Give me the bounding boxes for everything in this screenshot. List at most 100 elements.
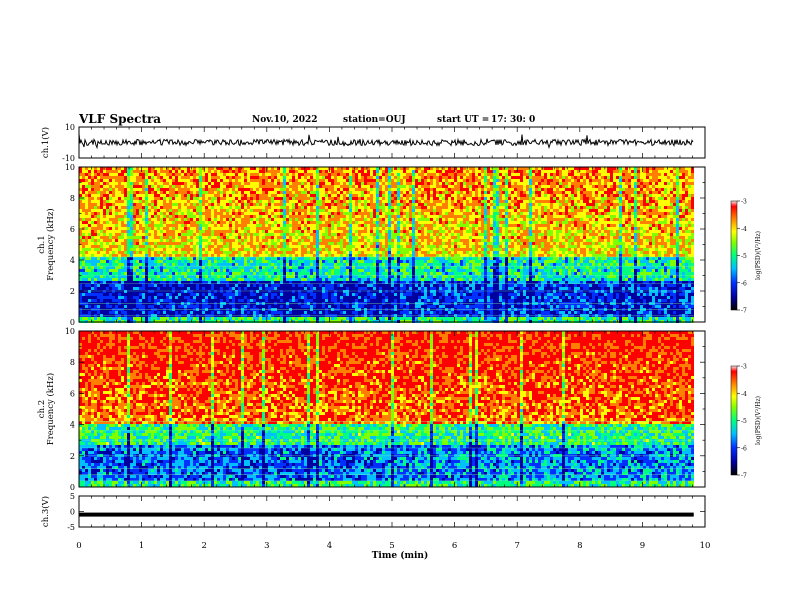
spectrogram-cell bbox=[103, 293, 106, 296]
spectrogram-cell bbox=[292, 239, 295, 242]
spectrogram-cell bbox=[94, 182, 97, 185]
spectrogram-cell bbox=[337, 212, 340, 215]
spectrogram-cell bbox=[298, 251, 301, 254]
spectrogram-cell bbox=[145, 296, 148, 299]
spectrogram-cell bbox=[232, 215, 235, 218]
spectrogram-cell bbox=[301, 254, 304, 257]
spectrogram-cell bbox=[94, 242, 97, 245]
spectrogram-cell bbox=[307, 260, 310, 263]
spectrogram-cell bbox=[148, 293, 151, 296]
spectrogram-cell bbox=[313, 170, 316, 173]
spectrogram-cell bbox=[79, 269, 82, 272]
spectrogram-cell bbox=[307, 281, 310, 284]
spectrogram-cell bbox=[163, 299, 166, 302]
spectrogram-cell bbox=[166, 257, 169, 260]
spectrogram-cell bbox=[313, 242, 316, 245]
spectrogram-cell bbox=[280, 206, 283, 209]
spectrogram-cell bbox=[343, 188, 346, 191]
spectrogram-cell bbox=[79, 182, 82, 185]
spectrogram-cell bbox=[124, 221, 127, 224]
spectrogram-cell bbox=[241, 176, 244, 179]
spectrogram-cell bbox=[121, 233, 124, 236]
spectrogram-cell bbox=[319, 188, 322, 191]
spectrogram-cell bbox=[313, 230, 316, 233]
spectrogram-cell bbox=[118, 257, 121, 260]
spectrogram-cell bbox=[151, 251, 154, 254]
spectrogram-cell bbox=[214, 167, 217, 170]
spectrogram-cell bbox=[169, 239, 172, 242]
spectrogram-cell bbox=[154, 215, 157, 218]
spectrogram-cell bbox=[343, 257, 346, 260]
spectrogram-cell bbox=[271, 233, 274, 236]
spectrogram-cell bbox=[169, 188, 172, 191]
spectrogram-cell bbox=[97, 218, 100, 221]
spectrogram-cell bbox=[199, 248, 202, 251]
spectrogram-cell bbox=[355, 227, 358, 230]
spectrogram-cell bbox=[94, 287, 97, 290]
spectrogram-cell bbox=[304, 236, 307, 239]
spectrogram-cell bbox=[346, 212, 349, 215]
spectrogram-cell bbox=[304, 194, 307, 197]
spectrogram-cell bbox=[247, 299, 250, 302]
spectrogram-cell bbox=[349, 230, 352, 233]
spectrogram-cell bbox=[94, 170, 97, 173]
spectrogram-cell bbox=[271, 299, 274, 302]
spectrogram-cell bbox=[253, 188, 256, 191]
spectrogram-cell bbox=[94, 188, 97, 191]
spectrogram-cell bbox=[244, 266, 247, 269]
spectrogram-cell bbox=[238, 287, 241, 290]
spectrogram-cell bbox=[319, 257, 322, 260]
spectrogram-cell bbox=[355, 236, 358, 239]
spectrogram-cell bbox=[355, 299, 358, 302]
spectrogram-cell bbox=[346, 284, 349, 287]
spectrogram-cell bbox=[217, 185, 220, 188]
spectrogram-cell bbox=[139, 224, 142, 227]
spectrogram-cell bbox=[265, 245, 268, 248]
spectrogram-cell bbox=[307, 200, 310, 203]
spectrogram-cell bbox=[178, 269, 181, 272]
spectrogram-cell bbox=[172, 173, 175, 176]
spectrogram-cell bbox=[142, 311, 145, 314]
spectrogram-cell bbox=[229, 215, 232, 218]
spectrogram-cell bbox=[340, 227, 343, 230]
spectrogram-cell bbox=[235, 170, 238, 173]
spectrogram-cell bbox=[274, 242, 277, 245]
spectrogram-cell bbox=[316, 284, 319, 287]
spectrogram-cell bbox=[127, 278, 130, 281]
spectrogram-cell bbox=[190, 191, 193, 194]
spectrogram-cell bbox=[91, 242, 94, 245]
spectrogram-cell bbox=[301, 296, 304, 299]
spectrogram-cell bbox=[274, 236, 277, 239]
spectrogram-cell bbox=[124, 257, 127, 260]
spectrogram-cell bbox=[88, 305, 91, 308]
spectrogram-cell bbox=[127, 215, 130, 218]
spectrogram-cell bbox=[322, 257, 325, 260]
spectrogram-cell bbox=[169, 197, 172, 200]
spectrogram-cell bbox=[358, 203, 361, 206]
spectrogram-cell bbox=[286, 218, 289, 221]
spectrogram-cell bbox=[115, 260, 118, 263]
spectrogram-cell bbox=[325, 263, 328, 266]
spectrogram-cell bbox=[328, 281, 331, 284]
spectrogram-cell bbox=[346, 296, 349, 299]
spectrogram-cell bbox=[274, 287, 277, 290]
spectrogram-cell bbox=[112, 275, 115, 278]
spectrogram-cell bbox=[352, 317, 355, 320]
spectrogram-cell bbox=[271, 221, 274, 224]
spectrogram-cell bbox=[340, 287, 343, 290]
spectrogram-cell bbox=[268, 266, 271, 269]
spectrogram-cell bbox=[259, 287, 262, 290]
spectrogram-cell bbox=[358, 272, 361, 275]
spectrogram-cell bbox=[109, 179, 112, 182]
spectrogram-cell bbox=[262, 185, 265, 188]
spectrogram-cell bbox=[349, 257, 352, 260]
spectrogram-cell bbox=[97, 176, 100, 179]
spectrogram-cell bbox=[190, 281, 193, 284]
spectrogram-cell bbox=[298, 179, 301, 182]
spectrogram-cell bbox=[130, 266, 133, 269]
spectrogram-cell bbox=[109, 293, 112, 296]
spectrogram-cell bbox=[115, 212, 118, 215]
spectrogram-cell bbox=[235, 179, 238, 182]
spectrogram-cell bbox=[163, 260, 166, 263]
spectrogram-cell bbox=[337, 233, 340, 236]
